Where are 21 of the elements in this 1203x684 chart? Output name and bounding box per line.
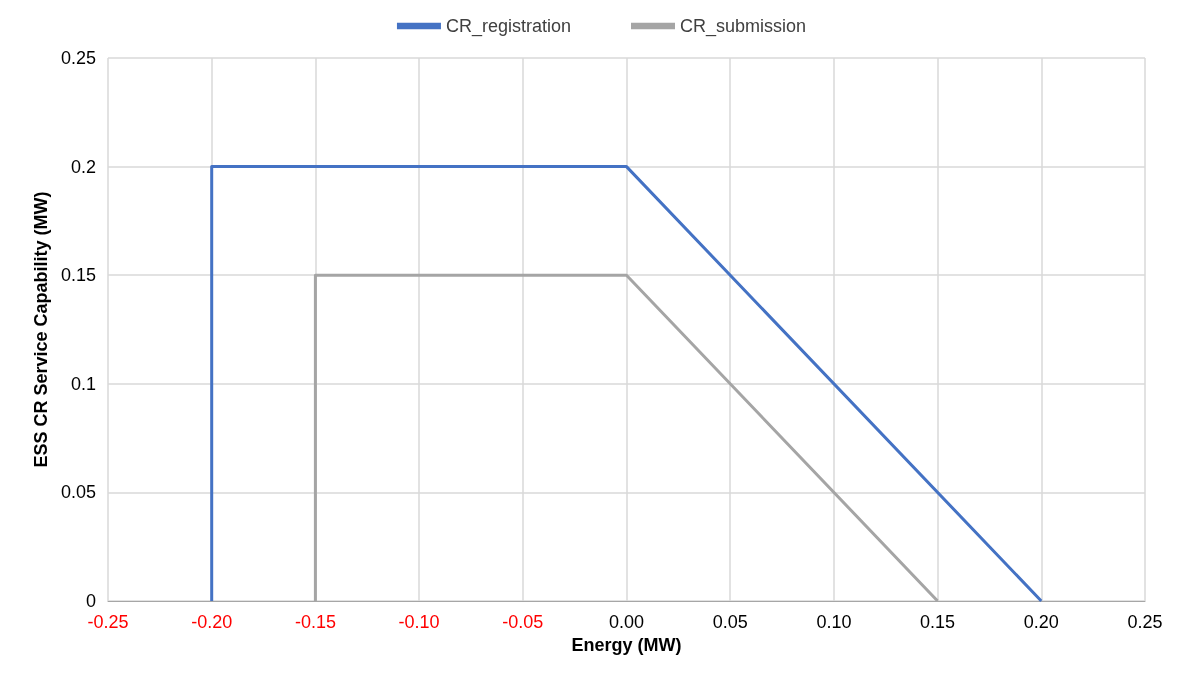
x-tick-label: -0.15 [294,612,336,632]
legend-label: CR_submission [680,16,807,37]
y-tick-label: 0.25 [60,48,96,68]
y-tick-label: 0.15 [60,265,96,286]
x-tick-label: 0.00 [608,612,645,632]
y-tick-label: 0 [85,591,96,611]
x-tick-label: -0.05 [502,612,544,632]
x-tick-label: 0.25 [1127,612,1163,632]
legend-label: CR_registration [445,16,572,37]
x-axis-title: Energy (MW) [571,634,682,655]
x-tick-label: -0.10 [398,612,440,632]
y-tick-label: 0.05 [60,482,96,503]
x-tick-label: 0.05 [712,612,748,632]
x-tick-label: -0.25 [87,612,129,632]
y-axis-title: ESS CR Service Capability (MW) [31,191,52,468]
x-tick-label: 0.10 [816,612,852,632]
y-tick-label: 0.1 [70,373,96,394]
x-tick-label: -0.20 [191,612,233,632]
y-tick-label: 0.2 [70,156,96,177]
x-tick-label: 0.20 [1023,612,1059,632]
x-tick-label: 0.15 [920,612,956,632]
